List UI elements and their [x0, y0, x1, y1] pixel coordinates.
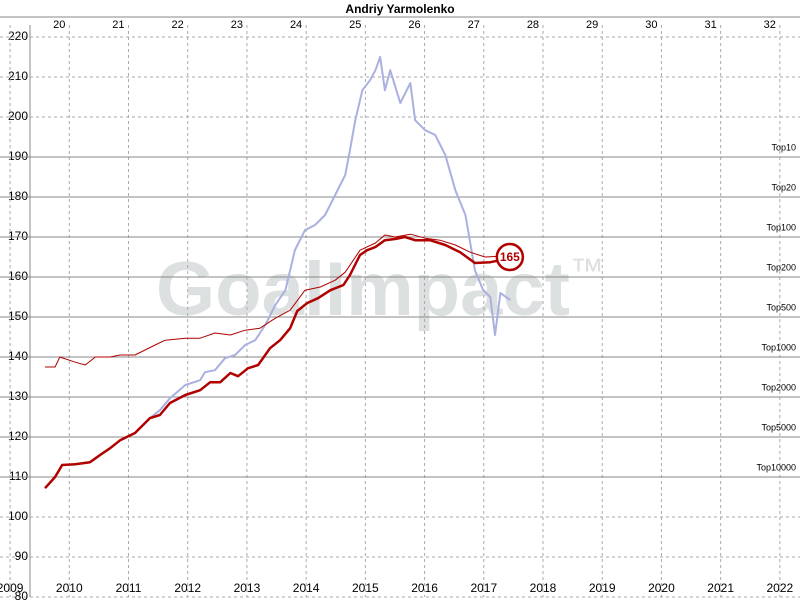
series-line — [149, 56, 512, 419]
y-tick-label: 190 — [8, 149, 28, 163]
age-tick-label: 24 — [290, 19, 302, 31]
level-label: Top500 — [766, 302, 796, 312]
level-label: Top200 — [766, 262, 796, 272]
x-tick-label: 2017 — [470, 581, 497, 595]
x-tick-label: 2015 — [352, 581, 379, 595]
age-tick-label: 32 — [764, 19, 776, 31]
age-tick-label: 22 — [172, 19, 184, 31]
age-tick-label: 28 — [527, 19, 539, 31]
y-tick-label: 80 — [15, 589, 29, 600]
x-tick-label: 2019 — [589, 581, 616, 595]
y-tick-label: 220 — [8, 29, 28, 43]
x-tick-label: 2022 — [767, 581, 794, 595]
level-label: Top5000 — [761, 422, 796, 432]
level-label: Top2000 — [761, 382, 796, 392]
level-label: Top10 — [771, 142, 796, 152]
y-tick-label: 150 — [8, 309, 28, 323]
x-tick-label: 2010 — [56, 581, 83, 595]
watermark-tm: ™ — [570, 252, 604, 290]
series-line — [45, 233, 501, 368]
level-label: Top100 — [766, 222, 796, 232]
y-tick-label: 160 — [8, 269, 28, 283]
chart-title: Andriy Yarmolenko — [345, 2, 454, 16]
x-tick-label: 2011 — [116, 581, 142, 595]
age-tick-label: 20 — [53, 19, 65, 31]
y-tick-label: 130 — [8, 389, 28, 403]
y-tick-label: 140 — [8, 349, 28, 363]
x-tick-label: 2020 — [648, 581, 675, 595]
age-tick-label: 30 — [645, 19, 657, 31]
age-tick-label: 21 — [112, 19, 124, 31]
y-tick-label: 210 — [8, 69, 28, 83]
x-tick-label: 2009 — [0, 581, 24, 595]
x-tick-label: 2018 — [530, 581, 557, 595]
level-label: Top1000 — [761, 342, 796, 352]
age-tick-label: 26 — [408, 19, 420, 31]
y-tick-label: 170 — [8, 229, 28, 243]
y-tick-label: 180 — [8, 189, 28, 203]
age-tick-label: 23 — [231, 19, 243, 31]
x-tick-label: 2021 — [707, 581, 734, 595]
age-tick-label: 27 — [468, 19, 480, 31]
age-tick-label: 25 — [349, 19, 361, 31]
y-tick-label: 200 — [8, 109, 28, 123]
x-tick-label: 2014 — [293, 581, 320, 595]
level-label: Top20 — [771, 182, 796, 192]
y-tick-label: 90 — [15, 549, 29, 563]
x-tick-label: 2016 — [411, 581, 438, 595]
x-tick-label: 2012 — [174, 581, 201, 595]
x-tick-label: 2013 — [234, 581, 261, 595]
y-tick-label: 120 — [8, 429, 28, 443]
watermark: GoalImpact™ — [156, 247, 604, 332]
current-value-badge — [495, 242, 525, 272]
age-tick-label: 31 — [704, 19, 716, 31]
y-tick-label: 110 — [9, 469, 28, 483]
current-value-label: 165 — [500, 250, 520, 264]
series-line — [44, 235, 501, 490]
level-label: Top10000 — [756, 462, 796, 472]
y-tick-label: 100 — [8, 509, 28, 523]
age-tick-label: 29 — [586, 19, 598, 31]
